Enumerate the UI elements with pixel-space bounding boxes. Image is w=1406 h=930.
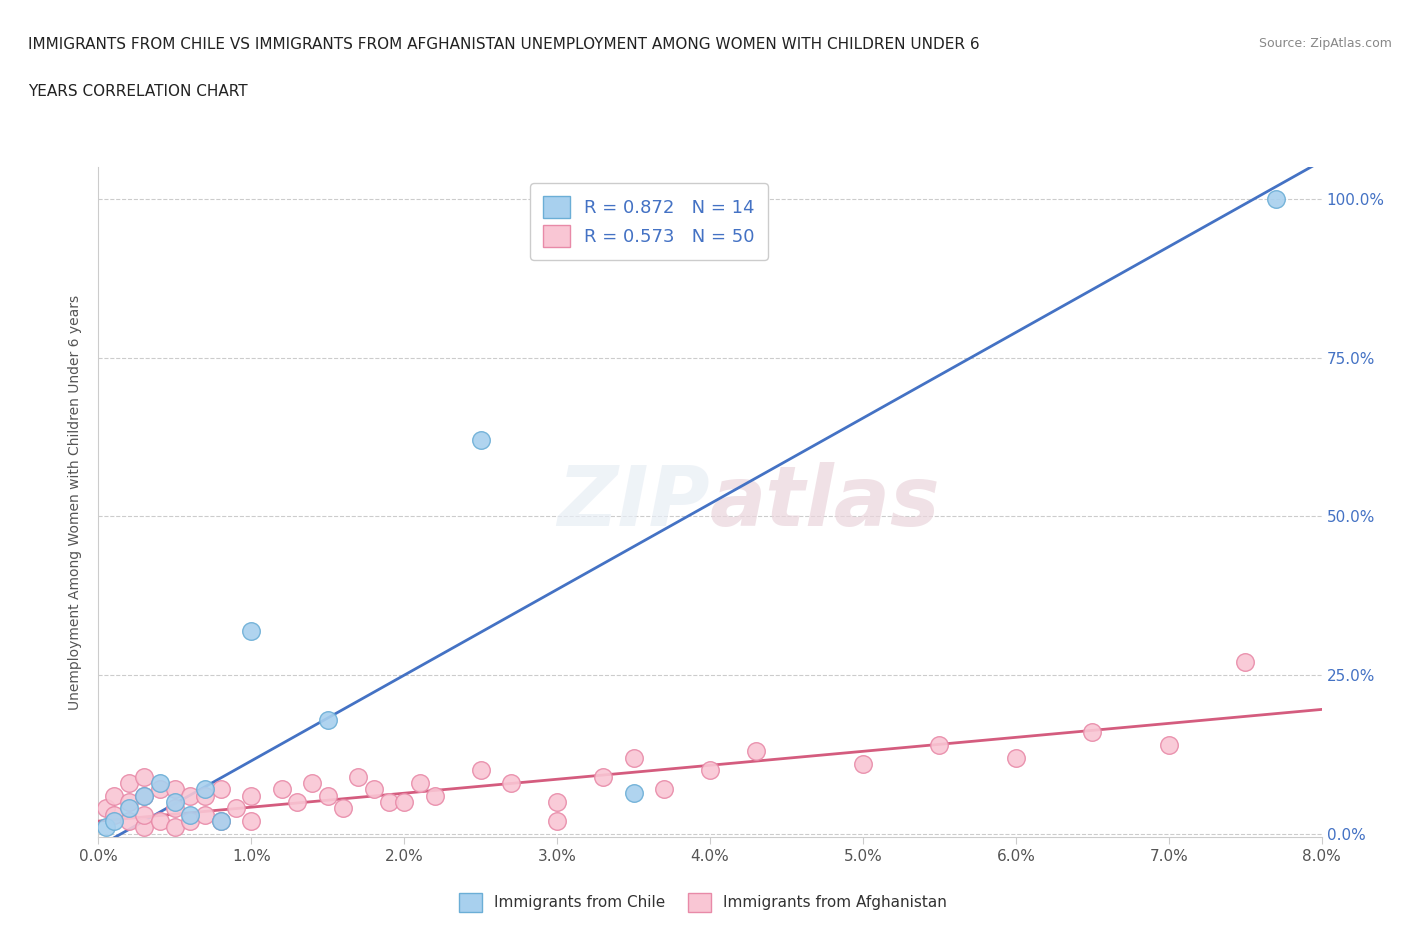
Point <box>852 757 875 772</box>
Point <box>194 807 217 822</box>
Point <box>163 782 186 797</box>
Point <box>240 789 263 804</box>
Point <box>240 814 263 829</box>
Point <box>546 814 568 829</box>
Y-axis label: Unemployment Among Women with Children Under 6 years: Unemployment Among Women with Children U… <box>69 295 83 710</box>
Point <box>118 801 141 816</box>
Legend: R = 0.872   N = 14, R = 0.573   N = 50: R = 0.872 N = 14, R = 0.573 N = 50 <box>530 183 768 259</box>
Point <box>194 789 217 804</box>
Point <box>301 776 323 790</box>
Point <box>118 776 141 790</box>
Point <box>134 789 156 804</box>
Point <box>103 807 125 822</box>
Point <box>392 794 416 809</box>
Point <box>316 789 339 804</box>
Legend: Immigrants from Chile, Immigrants from Afghanistan: Immigrants from Chile, Immigrants from A… <box>453 887 953 918</box>
Point <box>363 782 385 797</box>
Point <box>1081 724 1104 739</box>
Text: YEARS CORRELATION CHART: YEARS CORRELATION CHART <box>28 84 247 99</box>
Point <box>134 807 156 822</box>
Point <box>163 820 186 835</box>
Point <box>149 782 172 797</box>
Point <box>928 737 950 752</box>
Point <box>209 814 232 829</box>
Point <box>149 776 172 790</box>
Point <box>149 814 172 829</box>
Point <box>134 789 156 804</box>
Point <box>1157 737 1180 752</box>
Point <box>118 814 141 829</box>
Point <box>1234 655 1257 670</box>
Text: Source: ZipAtlas.com: Source: ZipAtlas.com <box>1258 37 1392 50</box>
Point <box>179 807 201 822</box>
Point <box>623 785 645 800</box>
Point <box>194 782 217 797</box>
Text: atlas: atlas <box>710 461 941 543</box>
Point <box>163 794 186 809</box>
Point <box>332 801 354 816</box>
Point <box>316 712 339 727</box>
Point <box>240 623 263 638</box>
Point <box>179 814 201 829</box>
Point <box>163 801 186 816</box>
Point <box>699 763 721 777</box>
Point <box>501 776 523 790</box>
Point <box>209 814 232 829</box>
Point <box>408 776 430 790</box>
Point <box>103 814 125 829</box>
Point <box>347 769 370 784</box>
Point <box>745 744 768 759</box>
Text: IMMIGRANTS FROM CHILE VS IMMIGRANTS FROM AFGHANISTAN UNEMPLOYMENT AMONG WOMEN WI: IMMIGRANTS FROM CHILE VS IMMIGRANTS FROM… <box>28 37 980 52</box>
Point <box>209 782 232 797</box>
Point <box>118 794 141 809</box>
Point <box>225 801 247 816</box>
Point <box>592 769 614 784</box>
Point <box>285 794 308 809</box>
Point <box>423 789 446 804</box>
Point <box>1264 192 1286 206</box>
Point <box>378 794 401 809</box>
Point <box>179 789 201 804</box>
Point <box>470 763 492 777</box>
Point <box>652 782 675 797</box>
Point <box>134 769 156 784</box>
Point <box>134 820 156 835</box>
Point <box>546 794 568 809</box>
Point <box>470 432 492 447</box>
Point <box>94 820 117 835</box>
Point <box>1004 751 1026 765</box>
Point <box>623 751 645 765</box>
Text: ZIP: ZIP <box>557 461 710 543</box>
Point <box>94 801 117 816</box>
Point <box>103 789 125 804</box>
Point <box>270 782 294 797</box>
